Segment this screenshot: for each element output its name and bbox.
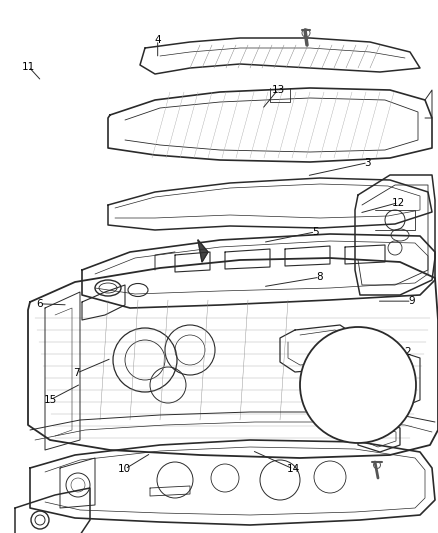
Text: 6: 6 <box>36 299 43 309</box>
Text: 13: 13 <box>272 85 285 94</box>
Text: 5: 5 <box>312 227 319 237</box>
Text: 12: 12 <box>392 198 405 207</box>
Text: 1: 1 <box>404 392 411 402</box>
Text: 8: 8 <box>316 272 323 282</box>
Text: 4: 4 <box>154 35 161 45</box>
Text: 7: 7 <box>73 368 80 378</box>
Text: 3: 3 <box>364 158 371 167</box>
Circle shape <box>300 327 416 443</box>
Polygon shape <box>198 240 208 262</box>
Text: 2: 2 <box>404 347 411 357</box>
Text: 15: 15 <box>44 395 57 405</box>
Text: 10: 10 <box>118 464 131 474</box>
Text: 9: 9 <box>408 296 415 306</box>
Text: 14: 14 <box>287 464 300 474</box>
Text: 11: 11 <box>22 62 35 71</box>
